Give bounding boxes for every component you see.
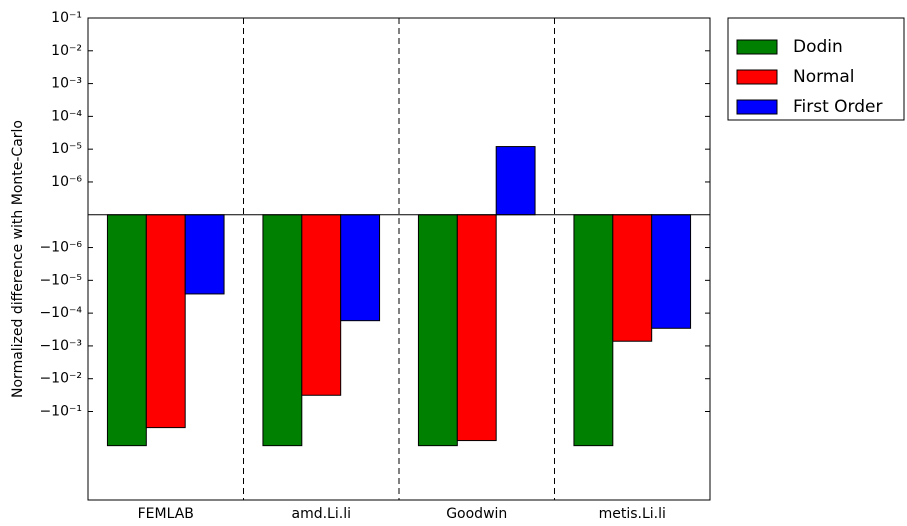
legend-label: Normal — [793, 67, 855, 87]
bar — [417, 214, 458, 447]
y-tick-label: −10⁻¹ — [39, 403, 82, 419]
bar — [495, 146, 536, 216]
legend: Dodin Normal First Order — [727, 17, 905, 121]
bar — [106, 214, 147, 447]
bar — [651, 214, 692, 329]
x-tick-label: Goodwin — [446, 506, 507, 522]
bar — [340, 214, 381, 322]
y-tick-label: 10⁻¹ — [51, 10, 82, 26]
legend-swatch — [736, 69, 778, 85]
bar — [184, 214, 225, 295]
x-tick-label: FEMLAB — [138, 506, 194, 522]
bar — [301, 214, 342, 396]
y-tick-label: −10⁻⁵ — [39, 272, 82, 288]
y-tick-label: −10⁻⁴ — [39, 305, 82, 321]
bar — [145, 214, 186, 429]
y-tick-label: 10⁻⁴ — [51, 108, 82, 124]
y-tick-label: 10⁻⁶ — [51, 174, 82, 190]
x-tick-label: amd.Li.li — [292, 506, 351, 522]
legend-label: First Order — [793, 97, 883, 117]
legend-swatch — [736, 39, 778, 55]
y-tick-label: −10⁻⁶ — [39, 240, 82, 256]
y-tick-label: 10⁻³ — [51, 76, 82, 92]
bar — [456, 214, 497, 442]
bar — [573, 214, 614, 447]
y-tick-label: 10⁻⁵ — [51, 141, 82, 157]
legend-label: Dodin — [793, 37, 843, 57]
y-tick-label: −10⁻³ — [39, 338, 82, 354]
y-tick-label: 10⁻² — [51, 43, 82, 59]
x-tick-label: metis.Li.li — [599, 506, 666, 522]
legend-swatch — [736, 99, 778, 115]
bar — [612, 214, 653, 342]
y-axis-label: Normalized difference with Monte-Carlo — [10, 120, 26, 398]
bar — [262, 214, 303, 447]
y-tick-label: −10⁻² — [39, 371, 82, 387]
plot-frame — [87, 17, 711, 501]
